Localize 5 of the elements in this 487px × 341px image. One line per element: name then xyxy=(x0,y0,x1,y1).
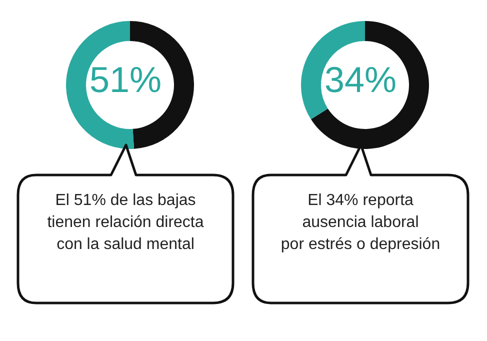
text: El 34% reporta ausencia laboral por estrés o depresión xyxy=(280,191,442,255)
data-label: 51% xyxy=(88,58,163,102)
donut-slice xyxy=(310,21,429,149)
text: El 51% de las bajas tienen relación directa con la salud mental xyxy=(46,191,205,255)
data-label: 34% xyxy=(323,58,398,102)
